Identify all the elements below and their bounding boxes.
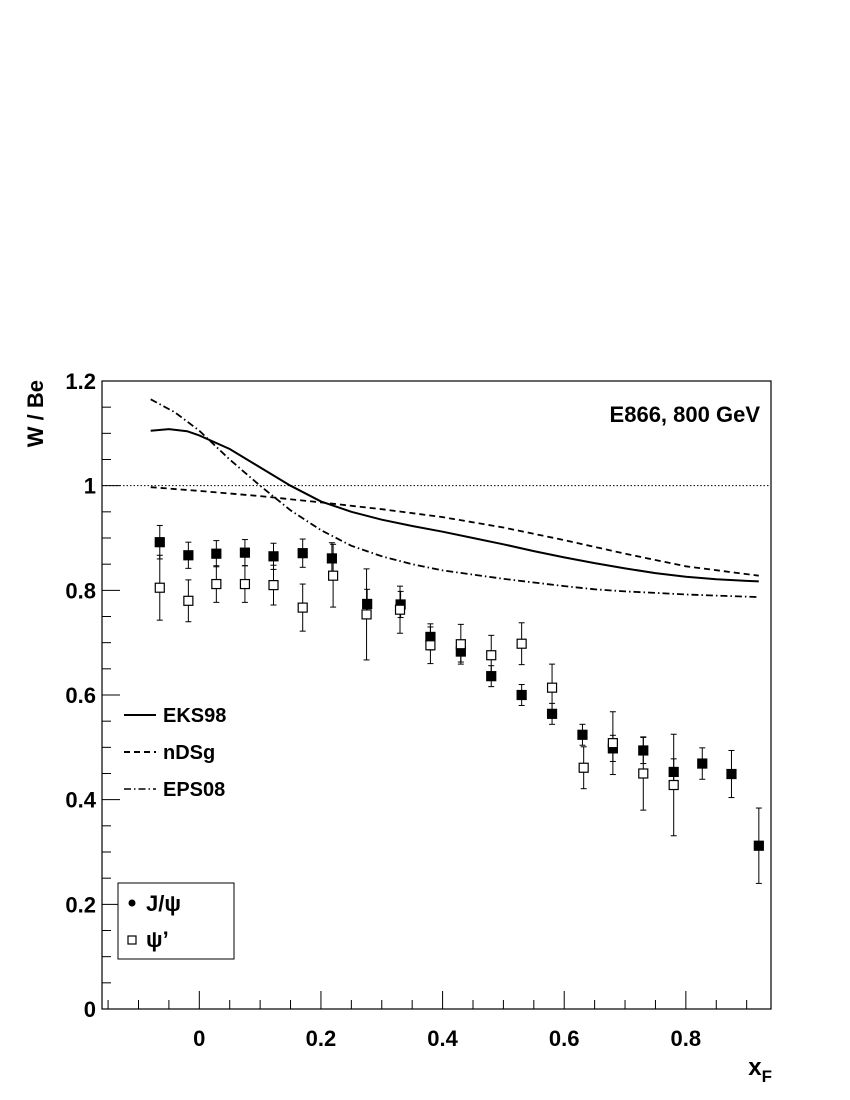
jpsi-point <box>726 749 737 799</box>
psiprime-marker <box>268 579 279 591</box>
jpsi-marker <box>239 547 251 558</box>
psiprime-point <box>394 585 406 634</box>
psiprime-point <box>607 711 618 776</box>
psiprime-point <box>328 543 339 608</box>
psiprime-point <box>516 622 527 666</box>
jpsi-marker <box>516 689 527 701</box>
data-points <box>154 524 764 884</box>
x-tick-label: 0.4 <box>427 1026 458 1051</box>
jpsi-point <box>239 539 251 567</box>
y-tick-label: 0.6 <box>65 683 96 708</box>
psiprime-marker <box>668 779 679 791</box>
psiprime-point <box>211 565 222 603</box>
legend-jpsi-marker <box>128 899 136 907</box>
y-tick-label: 1.2 <box>65 369 96 394</box>
y-axis-label: W / Be <box>23 380 48 447</box>
y-tick-label: 0.2 <box>65 892 96 917</box>
psiprime-marker <box>239 578 251 590</box>
psiprime-marker <box>607 738 618 749</box>
jpsi-marker <box>297 548 308 559</box>
chart-annotation: E866, 800 GeV <box>610 402 761 427</box>
y-tick-label: 0.8 <box>65 578 96 603</box>
jpsi-marker <box>326 553 337 564</box>
y-tick-label: 0 <box>84 997 96 1022</box>
psiprime-point <box>668 733 679 837</box>
psiprime-marker <box>578 762 589 773</box>
psiprime-marker <box>328 570 339 581</box>
psiprime-point <box>239 565 251 603</box>
legend-eks98-label: EKS98 <box>163 705 226 727</box>
jpsi-point <box>697 747 708 780</box>
psiprime-point <box>578 746 589 790</box>
curve-ndsg <box>150 486 759 577</box>
jpsi-marker <box>753 840 764 851</box>
curve-eps08 <box>150 398 759 598</box>
psiprime-point <box>455 623 466 665</box>
psiprime-point <box>268 564 279 606</box>
psiprime-point <box>546 663 558 712</box>
legend-psiprime-label: ψ’ <box>146 927 169 952</box>
psiprime-marker <box>394 604 406 615</box>
jpsi-marker <box>183 550 194 561</box>
jpsi-point <box>577 723 588 746</box>
x-tick-label: 0 <box>193 1026 205 1051</box>
jpsi-point <box>297 538 308 568</box>
legend-psiprime-marker <box>127 935 137 945</box>
y-tick-label: 1 <box>84 474 96 499</box>
psiprime-point <box>638 736 649 811</box>
x-tick-label: 0.8 <box>671 1026 702 1051</box>
psiprime-marker <box>486 650 497 661</box>
psiprime-point <box>154 554 165 621</box>
psiprime-point <box>183 579 194 623</box>
psiprime-marker <box>516 638 527 649</box>
psiprime-marker <box>154 582 165 593</box>
curve-eks98 <box>150 428 759 583</box>
psiprime-marker <box>361 609 372 620</box>
y-tick-label: 0.4 <box>65 788 96 813</box>
jpsi-marker <box>362 598 373 610</box>
x-axis-label: xF <box>748 1054 772 1086</box>
psiprime-point <box>425 626 436 665</box>
jpsi-point <box>183 541 194 569</box>
psiprime-marker <box>546 682 558 693</box>
jpsi-marker <box>268 551 279 562</box>
jpsi-marker <box>577 729 588 740</box>
psiprime-marker <box>638 768 649 779</box>
x-tick-label: 0.6 <box>549 1026 580 1051</box>
jpsi-marker <box>154 537 165 548</box>
jpsi-point <box>211 540 222 568</box>
axis-ticks <box>102 380 748 1010</box>
psiprime-point <box>486 634 497 676</box>
marker-legend: J/ψ ψ’ <box>117 882 235 960</box>
psiprime-marker <box>425 640 436 651</box>
jpsi-point <box>154 524 165 560</box>
jpsi-marker <box>726 768 737 780</box>
legend-jpsi-label: J/ψ <box>146 891 181 916</box>
legend-ndsg-label: nDSg <box>163 742 215 764</box>
tick-labels: 0 0.2 0.4 0.6 0.8 0 0.2 0.4 0.6 0.8 1 1.2 <box>65 369 701 1051</box>
x-tick-label: 0.2 <box>306 1026 337 1051</box>
jpsi-marker <box>211 548 222 559</box>
psiprime-marker <box>297 602 308 613</box>
marker-legend-box <box>117 882 235 960</box>
jpsi-marker <box>697 758 708 769</box>
curve-legend: EKS98 nDSg EPS08 <box>124 705 226 801</box>
jpsi-point <box>516 684 527 706</box>
psiprime-marker <box>211 578 222 590</box>
legend-eps08-label: EPS08 <box>163 779 225 801</box>
jpsi-point <box>753 807 764 884</box>
jpsi-point <box>326 542 337 575</box>
psiprime-marker <box>183 595 194 606</box>
psiprime-point <box>361 568 372 661</box>
psiprime-marker <box>455 639 466 650</box>
model-curves <box>150 398 759 598</box>
psiprime-point <box>297 583 308 632</box>
